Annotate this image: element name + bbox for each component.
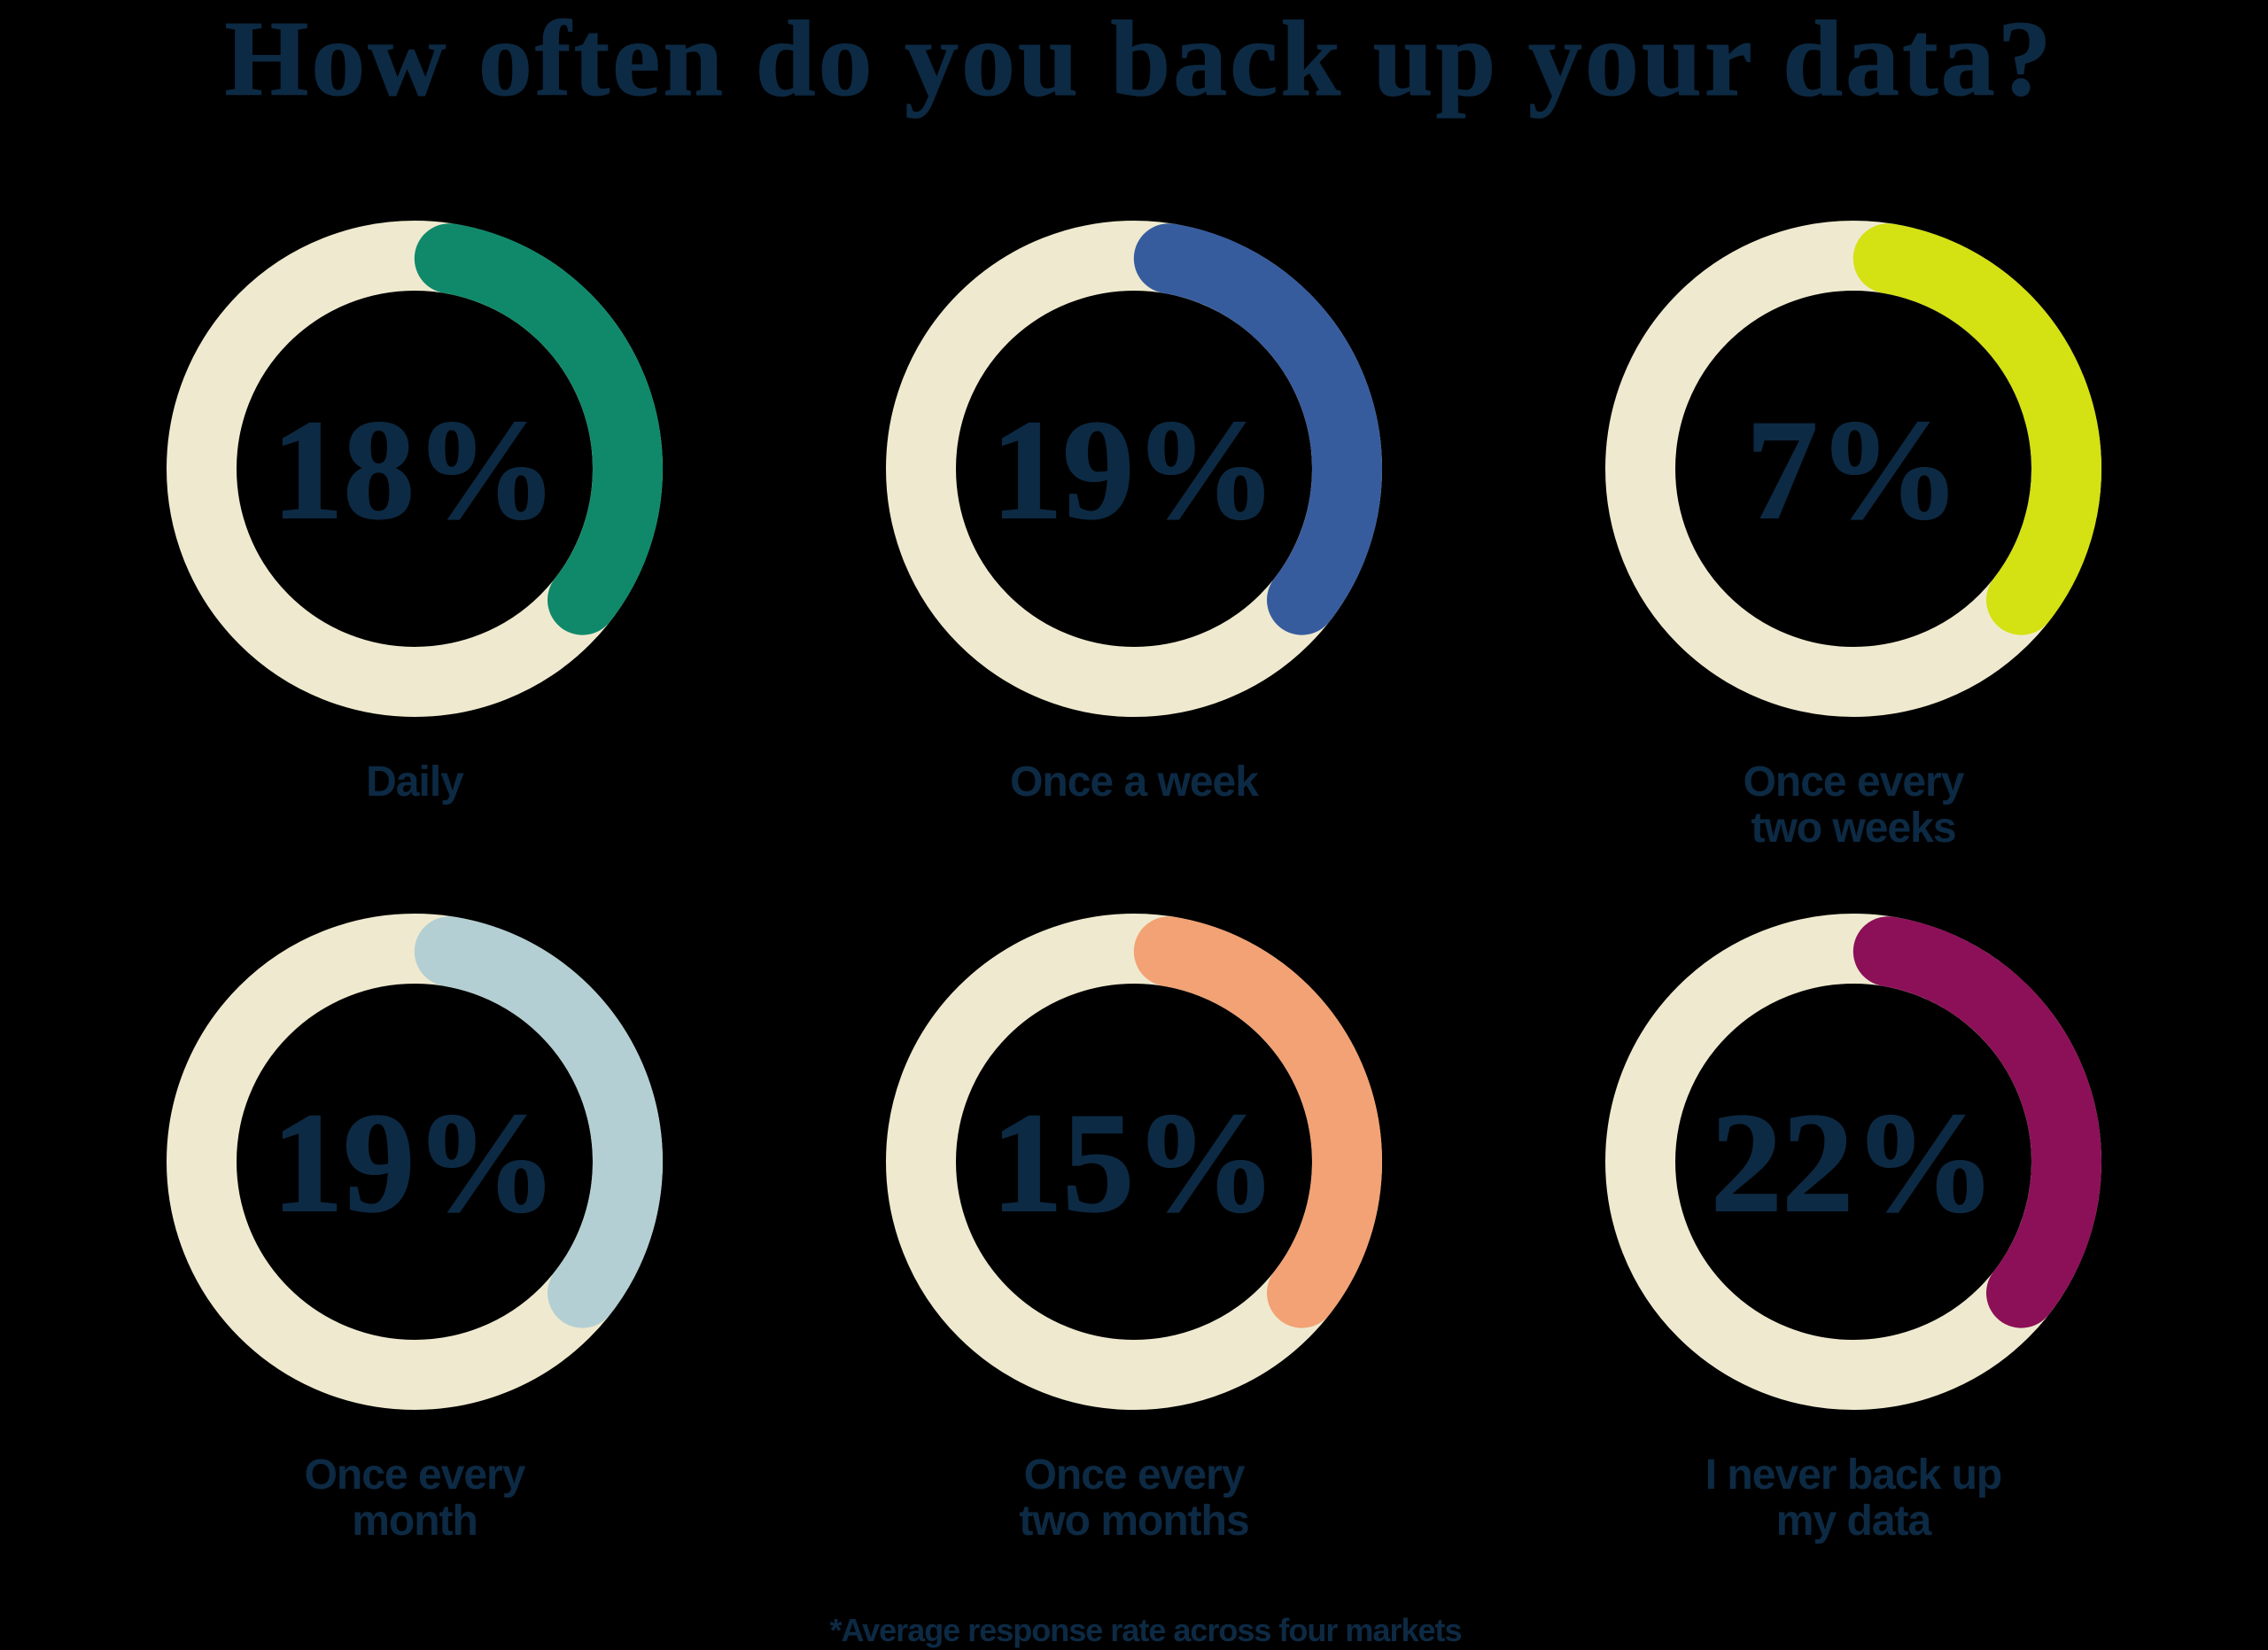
svg-text:15%: 15% — [991, 1084, 1277, 1241]
svg-text:22%: 22% — [1711, 1084, 1996, 1241]
svg-text:7%: 7% — [1746, 391, 1961, 549]
svg-text:19%: 19% — [272, 1084, 557, 1241]
svg-text:19%: 19% — [991, 391, 1277, 549]
svg-text:18%: 18% — [272, 391, 557, 549]
